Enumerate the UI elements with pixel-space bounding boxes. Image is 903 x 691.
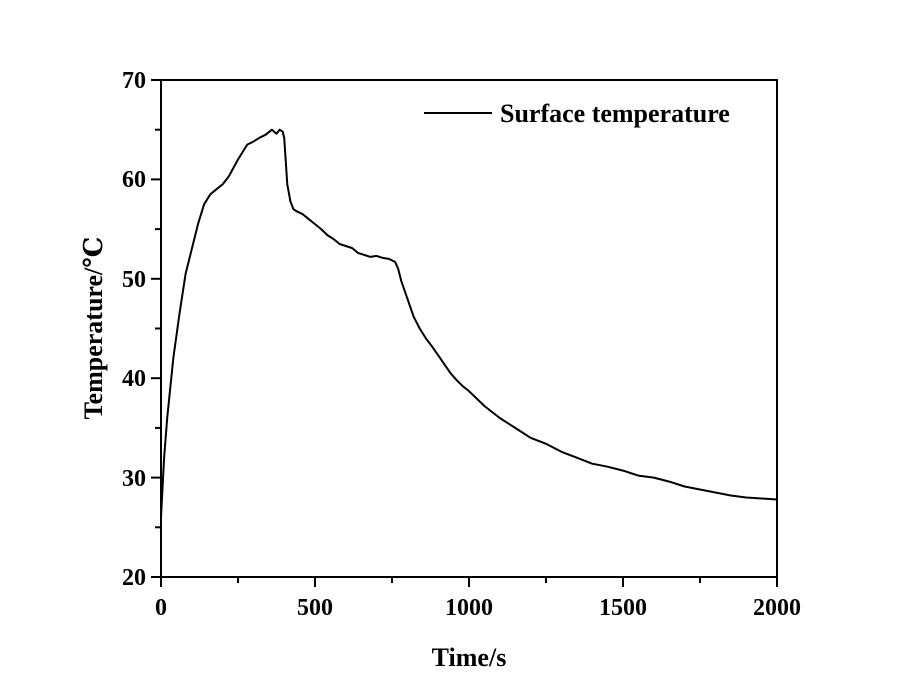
x-tick-label: 500 <box>297 595 333 621</box>
x-tick-label: 1500 <box>599 595 647 621</box>
legend-label: Surface temperature <box>500 99 730 128</box>
y-tick-label: 20 <box>122 565 146 591</box>
y-tick-label: 40 <box>122 366 146 392</box>
x-tick-label: 1000 <box>445 595 493 621</box>
y-tick-label: 30 <box>122 466 146 492</box>
y-tick-label: 70 <box>122 68 146 94</box>
axis-ticks <box>151 79 778 587</box>
x-tick-label: 0 <box>155 595 167 621</box>
surface-temperature-line <box>160 128 778 518</box>
y-axis-title: Temperature/℃ <box>79 237 108 420</box>
y-tick-labels: 20 30 40 50 60 70 <box>122 68 146 591</box>
x-tick-label: 2000 <box>753 595 801 621</box>
y-tick-label: 50 <box>122 267 146 293</box>
plot-frame <box>160 79 778 578</box>
x-tick-labels: 0 500 1000 1500 2000 <box>155 595 801 621</box>
y-tick-label: 60 <box>122 167 146 193</box>
x-axis-title: Time/s <box>432 643 507 672</box>
legend: Surface temperature <box>424 99 730 128</box>
